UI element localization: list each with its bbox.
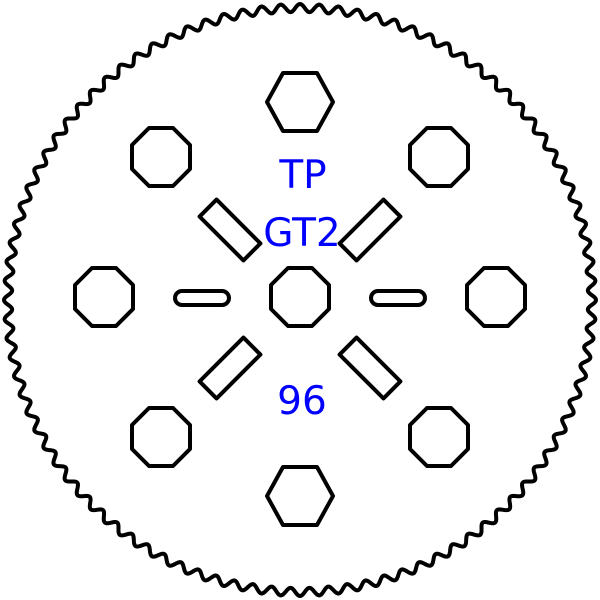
label-tp: TP [278, 153, 326, 198]
octagon-hole-lower-left [130, 406, 192, 468]
label-gt2: GT2 [263, 211, 340, 256]
slot-left [173, 289, 231, 307]
hex-hole-top [265, 71, 335, 133]
diagonal-slot-upper-left [197, 197, 263, 263]
diagonal-slot-lower-right [337, 335, 403, 401]
octagon-hole-upper-right [408, 126, 470, 188]
diagonal-slot-upper-right [337, 197, 403, 263]
hex-hole-bottom [265, 465, 335, 527]
octagon-hole-right [465, 266, 527, 328]
octagon-hole-upper-left [130, 126, 192, 188]
slot-right [369, 289, 427, 307]
octagon-hole-left [73, 266, 135, 328]
center-bore-octagon [269, 266, 331, 328]
label-tooth-count: 96 [277, 379, 327, 424]
octagon-hole-lower-right [408, 406, 470, 468]
diagonal-slot-lower-left [197, 335, 263, 401]
